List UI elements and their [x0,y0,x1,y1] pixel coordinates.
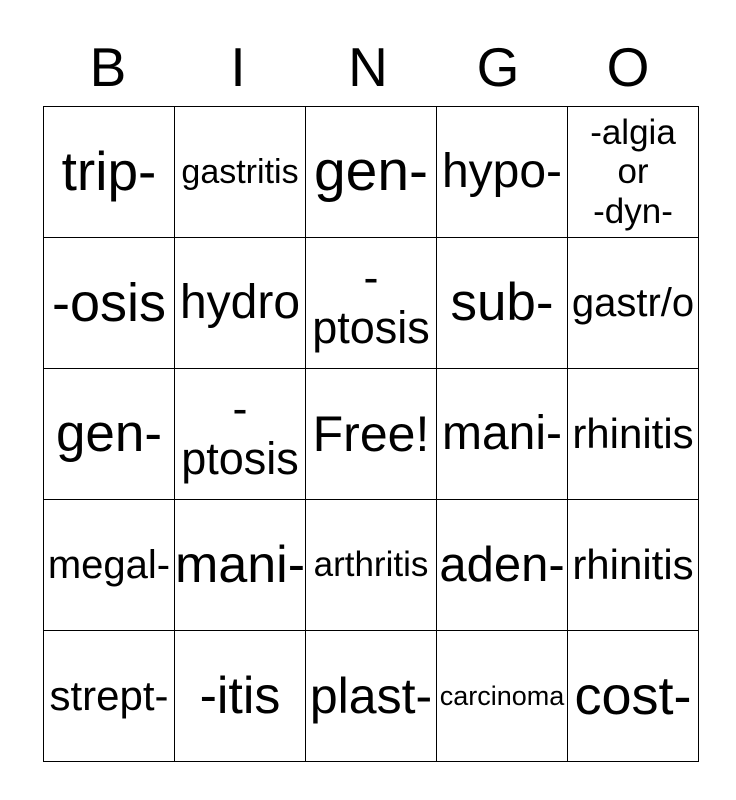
cell-text: -algia [590,113,676,153]
cell-text: hydro [179,276,301,330]
bingo-cell[interactable]: -osis [43,237,175,369]
cell-text: gen- [313,139,429,204]
cell-text: sub- [450,273,554,333]
bingo-cell[interactable]: arthritis [305,499,437,631]
bingo-row: strept- -itis plast- carcinoma cost- [43,630,699,762]
bingo-cell[interactable]: hydro [174,237,306,369]
cell-text: aden- [439,537,565,592]
cell-text: ptosis [181,433,299,484]
cell-text: hypo- [441,145,563,199]
bingo-cell[interactable]: -itis [174,630,306,762]
cell-text: -itis [199,666,281,725]
bingo-row: -osis hydro - ptosis sub- gastr/o [43,237,699,369]
cell-text: rhinitis [572,541,694,589]
bingo-row: megal- mani- arthritis aden- rhinitis [43,499,699,631]
bingo-cell[interactable]: rhinitis [567,499,699,631]
bingo-cell[interactable]: plast- [305,630,437,762]
bingo-cell[interactable]: sub- [436,237,568,369]
bingo-letter-i: I [230,36,246,98]
bingo-letter-b: B [89,36,127,98]
cell-text: trip- [61,140,157,203]
bingo-cell[interactable]: gen- [305,106,437,238]
bingo-letter-o: O [606,36,650,98]
cell-text: - [363,251,379,303]
bingo-cell[interactable]: gen- [43,368,175,500]
cell-text: carcinoma [439,680,565,711]
bingo-cell[interactable]: gastr/o [567,237,699,369]
bingo-row: trip- gastritis gen- hypo- -algia or -dy… [43,106,699,238]
bingo-cell[interactable]: -algia or -dyn- [567,106,699,238]
bingo-cell[interactable]: cost- [567,630,699,762]
bingo-title: B I N G O [43,40,693,95]
bingo-cell[interactable]: strept- [43,630,175,762]
cell-text: Free! [312,406,430,462]
cell-text: -osis [51,272,166,333]
bingo-cell[interactable]: rhinitis [567,368,699,500]
bingo-cell[interactable]: megal- [43,499,175,631]
bingo-letter-g: G [476,36,520,98]
bingo-cell[interactable]: trip- [43,106,175,238]
cell-text: plast- [309,668,433,724]
bingo-cell[interactable]: aden- [436,499,568,631]
cell-text: gastr/o [571,280,695,325]
cell-text: rhinitis [572,410,694,458]
bingo-cell-free[interactable]: Free! [305,368,437,500]
bingo-cell[interactable]: gastritis [174,106,306,238]
cell-text: megal- [47,542,171,587]
bingo-cell[interactable]: - ptosis [305,237,437,369]
cell-text: gen- [55,404,163,464]
cell-text: mani- [441,407,563,461]
cell-text: or [617,152,649,192]
bingo-cell[interactable]: mani- [436,368,568,500]
cell-text: cost- [574,665,692,726]
bingo-cell[interactable]: mani- [174,499,306,631]
cell-text: gastritis [181,152,299,191]
cell-text: mani- [175,535,306,594]
bingo-letter-n: N [348,36,388,98]
bingo-grid: trip- gastritis gen- hypo- -algia or -dy… [43,106,699,762]
cell-text: strept- [49,672,169,720]
bingo-cell[interactable]: carcinoma [436,630,568,762]
cell-text: ptosis [312,302,430,353]
cell-text: - [232,382,248,434]
cell-text: -dyn- [593,191,673,231]
cell-text: arthritis [313,545,429,585]
bingo-cell[interactable]: hypo- [436,106,568,238]
bingo-row: gen- - ptosis Free! mani- rhinitis [43,368,699,500]
bingo-cell[interactable]: - ptosis [174,368,306,500]
